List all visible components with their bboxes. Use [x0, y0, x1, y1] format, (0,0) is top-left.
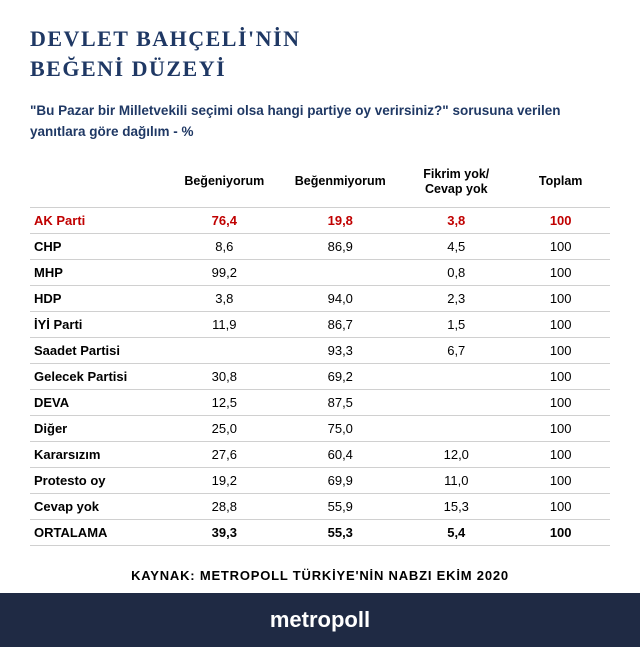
row-value: 99,2 [169, 259, 279, 285]
table-row: Kararsızım27,660,412,0100 [30, 441, 610, 467]
row-label: Cevap yok [30, 493, 169, 519]
row-label: ORTALAMA [30, 519, 169, 545]
table-body: AK Parti76,419,83,8100CHP8,686,94,5100MH… [30, 207, 610, 545]
footer-brand: metropoll [0, 593, 640, 647]
row-value: 19,2 [169, 467, 279, 493]
subtitle: "Bu Pazar bir Milletvekili seçimi olsa h… [30, 101, 610, 142]
table-head: Beğeniyorum Beğenmiyorum Fikrim yok/ Cev… [30, 162, 610, 208]
row-value: 86,7 [279, 311, 401, 337]
content: DEVLET BAHÇELİ'NİN BEĞENİ DÜZEYİ "Bu Paz… [0, 0, 640, 593]
row-value [401, 389, 511, 415]
row-value: 100 [511, 233, 610, 259]
row-value: 11,9 [169, 311, 279, 337]
row-label: Kararsızım [30, 441, 169, 467]
row-value: 94,0 [279, 285, 401, 311]
row-value [279, 259, 401, 285]
row-value [401, 363, 511, 389]
row-value: 55,3 [279, 519, 401, 545]
row-label: Protesto oy [30, 467, 169, 493]
row-value: 39,3 [169, 519, 279, 545]
table-row: HDP3,894,02,3100 [30, 285, 610, 311]
table-row: Gelecek Partisi30,869,2 100 [30, 363, 610, 389]
table-row: Protesto oy19,269,911,0100 [30, 467, 610, 493]
title-line-2: BEĞENİ DÜZEYİ [30, 56, 226, 81]
row-label: AK Parti [30, 207, 169, 233]
row-value: 75,0 [279, 415, 401, 441]
row-value: 60,4 [279, 441, 401, 467]
row-value: 30,8 [169, 363, 279, 389]
title-line-1: DEVLET BAHÇELİ'NİN [30, 26, 301, 51]
row-value: 100 [511, 259, 610, 285]
row-label: Saadet Partisi [30, 337, 169, 363]
row-value: 100 [511, 363, 610, 389]
row-value: 15,3 [401, 493, 511, 519]
row-value: 4,5 [401, 233, 511, 259]
row-value: 69,9 [279, 467, 401, 493]
col-begenmiyorum: Beğenmiyorum [279, 162, 401, 208]
table-row: AK Parti76,419,83,8100 [30, 207, 610, 233]
row-value: 12,0 [401, 441, 511, 467]
row-value: 100 [511, 467, 610, 493]
row-value: 100 [511, 519, 610, 545]
row-label: Diğer [30, 415, 169, 441]
table-row: Diğer25,075,0 100 [30, 415, 610, 441]
table-row: CHP8,686,94,5100 [30, 233, 610, 259]
row-value: 3,8 [401, 207, 511, 233]
row-value: 5,4 [401, 519, 511, 545]
row-value: 6,7 [401, 337, 511, 363]
table-row: DEVA12,587,5 100 [30, 389, 610, 415]
row-value [169, 337, 279, 363]
col-fikrimyok: Fikrim yok/ Cevap yok [401, 162, 511, 208]
row-value: 100 [511, 389, 610, 415]
row-value: 12,5 [169, 389, 279, 415]
row-label: Gelecek Partisi [30, 363, 169, 389]
data-table: Beğeniyorum Beğenmiyorum Fikrim yok/ Cev… [30, 162, 610, 546]
row-value: 100 [511, 441, 610, 467]
row-value: 8,6 [169, 233, 279, 259]
table-row: ORTALAMA39,355,35,4100 [30, 519, 610, 545]
table-row: Cevap yok28,855,915,3100 [30, 493, 610, 519]
source-line: KAYNAK: METROPOLL TÜRKİYE'NİN NABZI EKİM… [30, 568, 610, 583]
row-label: CHP [30, 233, 169, 259]
row-value: 100 [511, 337, 610, 363]
row-value: 100 [511, 207, 610, 233]
row-value: 11,0 [401, 467, 511, 493]
row-value: 0,8 [401, 259, 511, 285]
row-value: 19,8 [279, 207, 401, 233]
header-row: Beğeniyorum Beğenmiyorum Fikrim yok/ Cev… [30, 162, 610, 208]
page: DEVLET BAHÇELİ'NİN BEĞENİ DÜZEYİ "Bu Paz… [0, 0, 640, 617]
row-value: 100 [511, 415, 610, 441]
row-value: 87,5 [279, 389, 401, 415]
col-begeniyorum: Beğeniyorum [169, 162, 279, 208]
row-value: 69,2 [279, 363, 401, 389]
row-value: 25,0 [169, 415, 279, 441]
row-value: 3,8 [169, 285, 279, 311]
row-value: 100 [511, 285, 610, 311]
row-value: 86,9 [279, 233, 401, 259]
row-value: 100 [511, 493, 610, 519]
row-value: 93,3 [279, 337, 401, 363]
table-row: İYİ Parti11,986,71,5100 [30, 311, 610, 337]
row-value: 2,3 [401, 285, 511, 311]
row-value: 76,4 [169, 207, 279, 233]
table-row: MHP99,2 0,8100 [30, 259, 610, 285]
col-toplam: Toplam [511, 162, 610, 208]
row-label: İYİ Parti [30, 311, 169, 337]
table-row: Saadet Partisi 93,36,7100 [30, 337, 610, 363]
row-value: 100 [511, 311, 610, 337]
row-value: 1,5 [401, 311, 511, 337]
row-label: HDP [30, 285, 169, 311]
row-value: 28,8 [169, 493, 279, 519]
page-title: DEVLET BAHÇELİ'NİN BEĞENİ DÜZEYİ [30, 24, 610, 83]
row-value: 27,6 [169, 441, 279, 467]
col-label [30, 162, 169, 208]
row-label: MHP [30, 259, 169, 285]
row-value: 55,9 [279, 493, 401, 519]
row-value [401, 415, 511, 441]
row-label: DEVA [30, 389, 169, 415]
